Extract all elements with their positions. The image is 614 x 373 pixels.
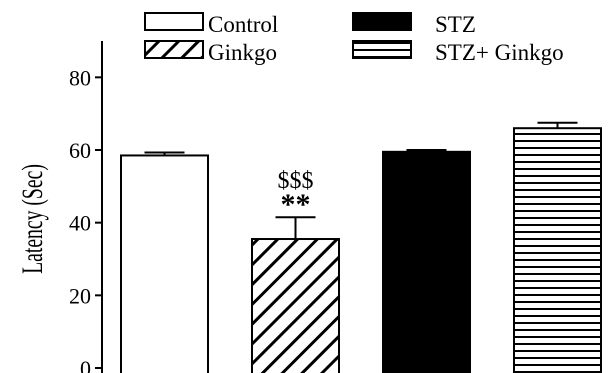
bar-control xyxy=(120,154,209,373)
annotations: $$$** xyxy=(278,168,314,221)
bar-ginkgo xyxy=(251,238,340,373)
y-tick-label: 0 xyxy=(80,356,91,373)
legend-swatch-solid xyxy=(352,12,412,31)
bar-stz-ginkgo xyxy=(513,127,602,373)
y-tick-label: 80 xyxy=(69,65,91,90)
legend-label: STZ+ Ginkgo xyxy=(435,40,564,65)
legend-swatch-empty xyxy=(144,12,204,31)
significance-star-annotation: ** xyxy=(281,188,311,221)
legend-label: STZ xyxy=(435,12,476,37)
bars xyxy=(120,127,602,373)
y-tick-label: 20 xyxy=(69,283,91,308)
y-ticks: 0 20 40 60 80 xyxy=(69,65,102,373)
bar-stz xyxy=(382,150,471,373)
legend-swatch-diagonal xyxy=(144,40,204,59)
y-tick-label: 60 xyxy=(69,138,91,163)
chart-legend: Control STZ Ginkgo STZ+ Ginkgo xyxy=(144,12,564,65)
significance-dollar-annotation: $$$ xyxy=(278,168,314,194)
legend-label: Ginkgo xyxy=(208,40,277,65)
y-tick-label: 40 xyxy=(69,211,91,236)
y-axis-label: Latency (Sec) xyxy=(16,164,49,274)
legend-swatch-horizontal xyxy=(352,40,412,59)
legend-label: Control xyxy=(208,12,278,37)
error-bars xyxy=(144,121,578,240)
